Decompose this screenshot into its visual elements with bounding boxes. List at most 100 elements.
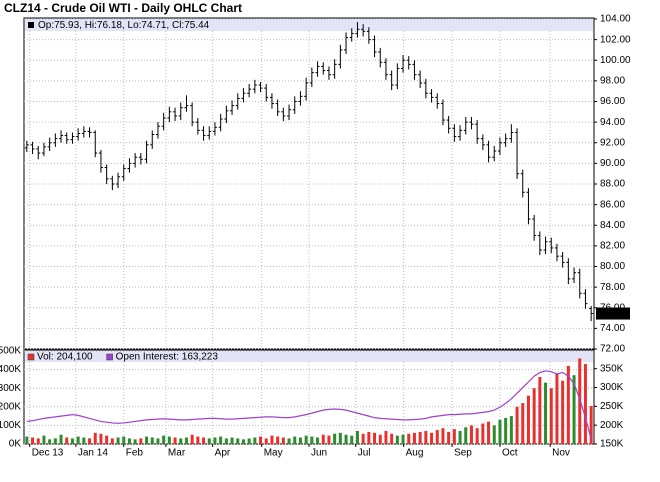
volume-bar — [213, 437, 217, 444]
y-tick-label: 100.00 — [600, 55, 631, 66]
x-tick-label: Apr — [215, 448, 231, 459]
volume-bar — [281, 437, 285, 444]
volume-bar — [407, 433, 411, 444]
volume-bar — [219, 436, 223, 444]
volume-bar — [492, 425, 496, 444]
volume-bar — [42, 435, 46, 444]
volume-bar — [515, 406, 519, 444]
y2-tick-label: 300K — [600, 382, 624, 393]
volume-bar — [327, 435, 331, 444]
y-tick-label: 86.00 — [600, 199, 625, 210]
volume-bar — [247, 438, 251, 444]
y-tick-label: 300K — [0, 383, 21, 394]
volume-bar — [88, 438, 92, 444]
volume-bar — [25, 436, 29, 444]
x-tick-label: Jun — [311, 448, 327, 459]
volume-bar — [93, 432, 97, 444]
y-tick-label: 72.00 — [600, 344, 625, 355]
y-tick-label: 200K — [0, 401, 21, 412]
legend-swatch — [27, 353, 35, 361]
volume-bar — [487, 421, 491, 444]
y-tick-label: 90.00 — [600, 158, 625, 169]
volume-bar — [48, 439, 52, 444]
last-price-label: 75.44 — [599, 308, 624, 319]
volume-bar — [156, 438, 160, 444]
volume-bar — [390, 433, 394, 444]
volume-bar — [230, 437, 234, 444]
volume-bar — [133, 439, 137, 444]
volume-bar — [572, 375, 576, 444]
volume-bar — [452, 429, 456, 444]
y-tick-label: 92.00 — [600, 137, 625, 148]
volume-bar — [304, 435, 308, 444]
legend-band — [25, 19, 593, 31]
volume-bar — [276, 436, 280, 444]
volume-bar — [566, 365, 570, 444]
volume-bar — [538, 377, 542, 444]
volume-bar — [350, 435, 354, 444]
y-tick-label: 84.00 — [600, 220, 625, 231]
volume-bar — [333, 433, 337, 444]
volume-bar — [355, 430, 359, 444]
y-tick-label: 102.00 — [600, 34, 631, 45]
volume-bar — [173, 437, 177, 444]
volume-bar — [31, 437, 35, 444]
y-tick-label: 0K — [9, 439, 22, 450]
volume-bar — [435, 430, 439, 444]
volume-bar — [344, 434, 348, 444]
volume-bar — [70, 438, 74, 444]
volume-bar — [127, 438, 131, 444]
legend-swatch — [28, 22, 34, 28]
volume-bar — [504, 417, 508, 444]
volume-bar — [338, 432, 342, 444]
volume-bar — [139, 438, 143, 444]
volume-bar — [167, 436, 171, 444]
volume-bar — [578, 358, 582, 444]
volume-bar — [589, 406, 593, 444]
x-tick-label: Nov — [552, 448, 570, 459]
volume-bar — [384, 430, 388, 444]
x-tick-label: Aug — [406, 448, 424, 459]
volume-bar — [253, 437, 257, 444]
y-tick-label: 82.00 — [600, 241, 625, 252]
volume-bar — [367, 431, 371, 444]
volume-bar — [76, 436, 80, 444]
volume-bar — [464, 427, 468, 444]
y-tick-label: 80.00 — [600, 261, 625, 272]
volume-bar — [509, 416, 513, 444]
y-tick-label: 104.00 — [600, 14, 631, 25]
volume-bar — [526, 395, 530, 444]
volume-bar — [259, 436, 263, 444]
x-tick-label: Mar — [168, 448, 186, 459]
volume-bar — [110, 438, 114, 444]
volume-bar — [82, 437, 86, 444]
x-tick-label: Jul — [358, 448, 371, 459]
y-tick-label: 74.00 — [600, 323, 625, 334]
volume-bar — [316, 437, 320, 444]
volume-bar — [36, 438, 40, 444]
x-tick-label: Feb — [126, 448, 144, 459]
y-tick-label: 500K — [0, 346, 21, 357]
y-tick-label: 88.00 — [600, 179, 625, 190]
volume-bar — [441, 428, 445, 444]
x-tick-label: Sep — [454, 448, 472, 459]
y-tick-label: 94.00 — [600, 117, 625, 128]
volume-bar — [310, 436, 314, 444]
volume-bar — [549, 388, 553, 444]
volume-bar — [202, 437, 206, 444]
volume-bar — [53, 438, 57, 444]
y2-tick-label: 250K — [600, 401, 624, 412]
volume-bar — [224, 438, 228, 444]
y-tick-label: 100K — [0, 420, 21, 431]
volume-bar — [321, 434, 325, 444]
volume-bar — [418, 431, 422, 444]
volume-bar — [298, 437, 302, 444]
volume-bar — [99, 433, 103, 444]
legend-text: Vol: 204,100 — [37, 352, 93, 363]
volume-bar — [190, 434, 194, 444]
x-tick-label: Oct — [502, 448, 518, 459]
volume-bar — [458, 430, 462, 444]
volume-bar — [196, 436, 200, 444]
